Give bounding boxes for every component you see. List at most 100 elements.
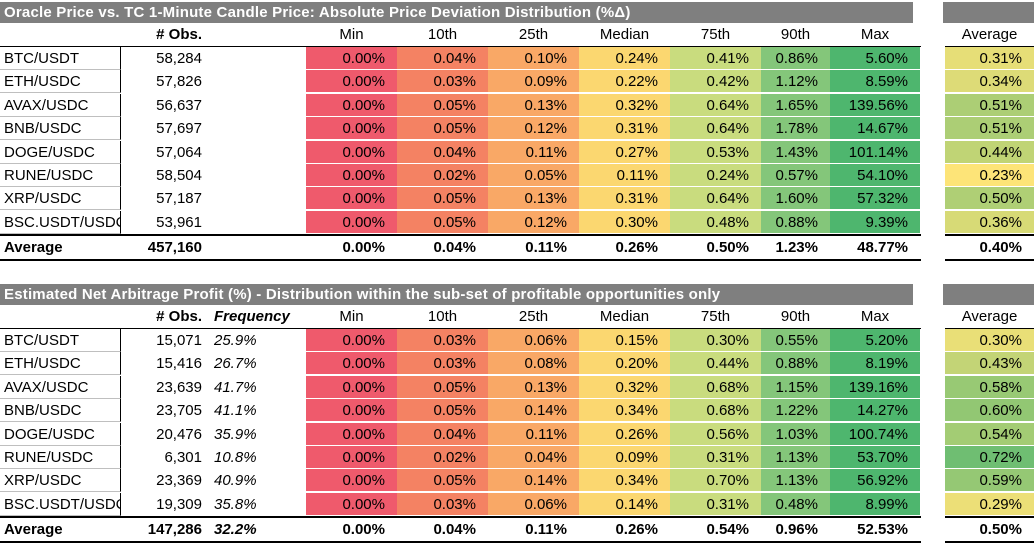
value-min: 0.00% (306, 375, 397, 399)
value-10th: 0.02% (397, 164, 488, 187)
value-25th: 0.13% (488, 93, 579, 117)
average-obs: 147,286 (147, 521, 202, 539)
frequency-header: Frequency (214, 308, 290, 325)
value-25th: 0.08% (488, 352, 579, 376)
average-75th: 0.54% (670, 518, 761, 542)
value-median: 0.26% (579, 422, 670, 446)
value-25th: 0.13% (488, 375, 579, 399)
col-header-10th: 10th (427, 308, 458, 325)
average-row: Average 457,160 0.00% 0.04% 0.11% 0.26% 0.50% 1… (0, 236, 1034, 260)
value-min: 0.00% (306, 469, 397, 493)
value-25th: 0.11% (488, 140, 579, 164)
value-90th: 1.15% (761, 375, 830, 399)
value-75th: 0.64% (670, 187, 761, 211)
average-col-header: Average (961, 26, 1018, 43)
value-75th: 0.44% (670, 352, 761, 376)
average-value: 0.54% (945, 422, 1034, 446)
average-value: 0.44% (945, 140, 1034, 164)
value-max: 53.70% (830, 446, 920, 469)
value-max: 14.27% (830, 399, 920, 423)
average-value: 0.30% (945, 329, 1034, 352)
obs-count: 23,639 (156, 378, 202, 396)
value-max: 139.56% (830, 93, 920, 117)
pair-name: BNB/USDC (0, 117, 121, 141)
pair-name: AVAX/USDC (0, 93, 121, 117)
value-90th: 1.13% (761, 446, 830, 469)
frequency-value: 41.7% (214, 378, 257, 396)
average-25th: 0.11% (488, 236, 579, 260)
table-row: BTC/USDT 58,284 0.00% 0.04% 0.10% 0.24% 0.41% 0… (0, 47, 1034, 70)
value-median: 0.30% (579, 210, 670, 234)
table-row: BNB/USDC 57,697 0.00% 0.05% 0.12% 0.31% 0.64% 1… (0, 117, 1034, 141)
table-bottom-border (0, 259, 921, 262)
value-median: 0.15% (579, 329, 670, 352)
average-value: 0.59% (945, 469, 1034, 493)
value-max: 8.59% (830, 70, 920, 94)
table-bottom-border (0, 541, 921, 543)
value-min: 0.00% (306, 422, 397, 446)
value-75th: 0.53% (670, 140, 761, 164)
value-25th: 0.12% (488, 210, 579, 234)
table2-header-row: # Obs. Frequency Min 10th 25th Median 75th 90th… (0, 305, 1034, 328)
value-25th: 0.14% (488, 399, 579, 423)
value-min: 0.00% (306, 329, 397, 352)
average-value: 0.36% (945, 210, 1034, 234)
title-gap (913, 2, 943, 23)
average-value: 0.51% (945, 93, 1034, 117)
frequency-value: 41.1% (214, 402, 257, 420)
value-min: 0.00% (306, 210, 397, 234)
value-median: 0.20% (579, 352, 670, 376)
table-row: AVAX/USDC 23,639 41.7% 0.00% 0.05% 0.13% 0.32%… (0, 375, 1034, 399)
value-90th: 1.43% (761, 140, 830, 164)
table-row: DOGE/USDC 57,064 0.00% 0.04% 0.11% 0.27% 0.53%… (0, 140, 1034, 164)
average-label: Average (4, 239, 63, 257)
value-min: 0.00% (306, 399, 397, 423)
col-header-10th: 10th (427, 26, 458, 43)
value-25th: 0.09% (488, 70, 579, 94)
col-header-median: Median (599, 308, 650, 325)
value-min: 0.00% (306, 187, 397, 211)
average-top-border (945, 328, 1034, 329)
value-75th: 0.68% (670, 375, 761, 399)
obs-header: # Obs. (156, 26, 202, 43)
value-90th: 1.03% (761, 422, 830, 446)
obs-count: 56,637 (156, 96, 202, 114)
value-max: 5.20% (830, 329, 920, 352)
overall-average: 0.40% (945, 236, 1034, 260)
frequency-value: 26.7% (214, 355, 257, 373)
col-header-min: Min (339, 308, 364, 325)
frequency-value: 35.9% (214, 425, 257, 443)
table2-title-text: Estimated Net Arbitrage Profit (%) - Dis… (4, 286, 721, 303)
average-90th: 0.96% (761, 518, 830, 542)
pair-name: ETH/USDC (0, 352, 121, 376)
value-10th: 0.03% (397, 70, 488, 94)
table-row: ETH/USDC 57,826 0.00% 0.03% 0.09% 0.22% 0.42% 1… (0, 70, 1034, 94)
value-25th: 0.11% (488, 422, 579, 446)
value-median: 0.31% (579, 117, 670, 141)
value-max: 57.32% (830, 187, 920, 211)
pair-name: DOGE/USDC (0, 140, 121, 164)
value-max: 56.92% (830, 469, 920, 493)
value-max: 8.99% (830, 492, 920, 516)
value-90th: 1.13% (761, 469, 830, 493)
average-10th: 0.04% (397, 518, 488, 542)
obs-count: 20,476 (156, 425, 202, 443)
table-row: BTC/USDT 15,071 25.9% 0.00% 0.03% 0.06% 0.15% 0… (0, 329, 1034, 352)
average-value: 0.23% (945, 164, 1034, 187)
table-row: BSC.USDT/USDC 53,961 0.00% 0.05% 0.12% 0.30% 0… (0, 210, 1034, 234)
average-max: 48.77% (830, 236, 920, 260)
average-row-top-border (0, 234, 921, 237)
average-value: 0.43% (945, 352, 1034, 376)
value-max: 14.67% (830, 117, 920, 141)
value-75th: 0.64% (670, 93, 761, 117)
value-median: 0.32% (579, 93, 670, 117)
value-75th: 0.41% (670, 47, 761, 70)
table1-title-text: Oracle Price vs. TC 1-Minute Candle Pric… (4, 4, 631, 21)
table-row: RUNE/USDC 58,504 0.00% 0.02% 0.05% 0.11% 0.24%… (0, 164, 1034, 187)
value-max: 101.14% (830, 140, 920, 164)
average-10th: 0.04% (397, 236, 488, 260)
value-10th: 0.05% (397, 210, 488, 234)
value-max: 139.16% (830, 375, 920, 399)
average-row-top-border (0, 516, 921, 519)
value-max: 5.60% (830, 47, 920, 70)
